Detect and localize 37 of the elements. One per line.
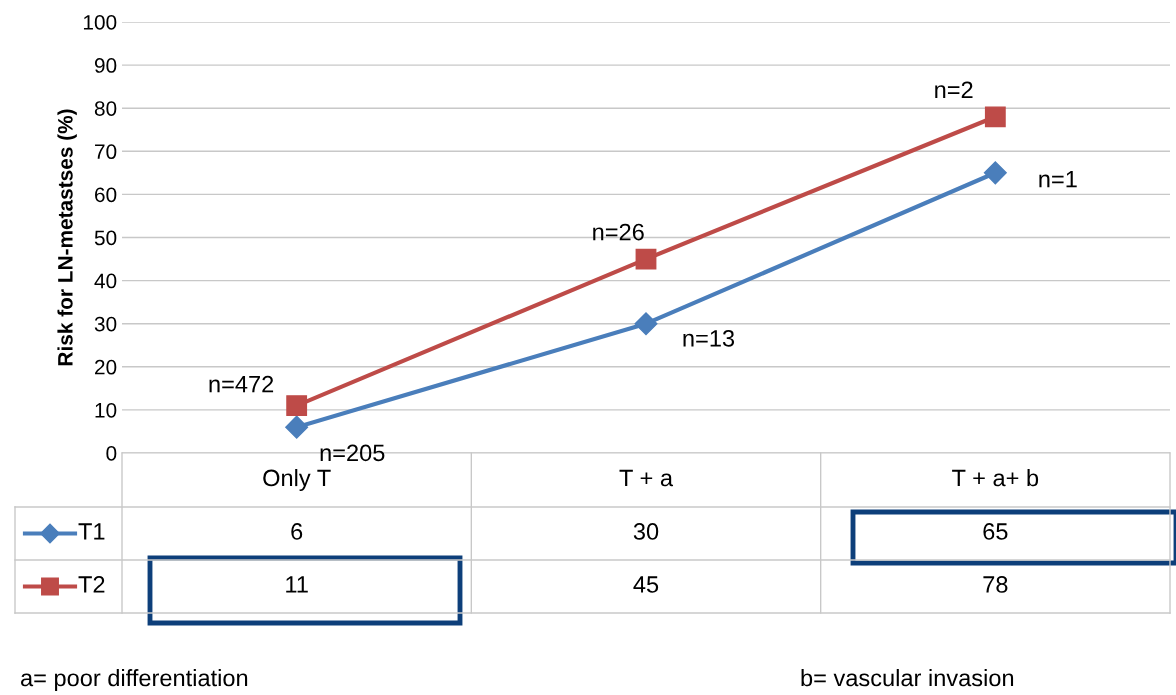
point — [635, 248, 657, 270]
y-tick-label: 100 — [83, 15, 117, 30]
annotation: n=13 — [683, 329, 735, 347]
y-tick-label: 0 — [106, 446, 117, 461]
x-tick-label: Only T — [263, 468, 331, 492]
annotation: n=205 — [320, 444, 385, 462]
point — [634, 312, 658, 336]
point — [285, 415, 309, 439]
y-tick-label: 20 — [95, 359, 117, 375]
legend-label: T1 — [78, 523, 105, 540]
annotation: n=26 — [593, 223, 644, 241]
text: b= vascular invasion — [801, 668, 1014, 687]
point — [984, 106, 1006, 128]
y-tick-label: 50 — [94, 230, 117, 246]
y-tick-label: 90 — [94, 58, 117, 73]
annotation: n=472 — [209, 375, 274, 393]
data-label: 30 — [633, 523, 659, 540]
y-axis-title: Risk for LN-metastses (%) — [57, 109, 77, 366]
y-tick-label: 80 — [94, 101, 117, 116]
annotation: n=1 — [1039, 171, 1077, 188]
x-tick-label: T + a+ b — [952, 468, 1039, 487]
text: a= poor differentiation — [21, 668, 248, 692]
data-label: 78 — [983, 576, 1008, 593]
y-tick-label: 70 — [95, 144, 117, 160]
data-label: 11 — [286, 576, 308, 593]
data-label: 65 — [983, 523, 1008, 540]
x-tick-label: T + a — [619, 469, 674, 487]
data-label: 6 — [291, 523, 303, 540]
data-label: 45 — [633, 576, 659, 593]
annotation: n=2 — [935, 81, 973, 98]
y-tick-label: 40 — [94, 273, 117, 289]
y-tick-label: 60 — [95, 187, 117, 203]
point — [286, 395, 308, 417]
y-tick-label: 10 — [95, 402, 117, 418]
legend-label: T2 — [78, 576, 105, 593]
y-tick-label: 30 — [94, 316, 117, 332]
point — [983, 161, 1007, 185]
